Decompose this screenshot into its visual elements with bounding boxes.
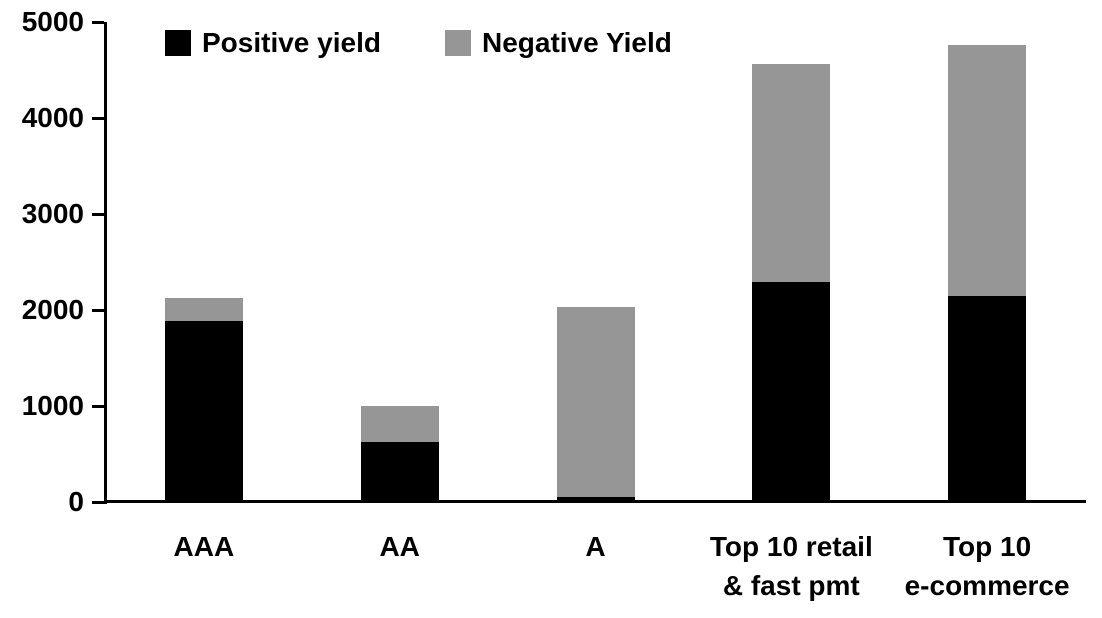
y-tick (92, 20, 104, 24)
y-tick-label: 3000 (21, 198, 84, 229)
chart-legend: Positive yield Negative Yield (165, 24, 672, 62)
y-tick-label: 4000 (21, 102, 84, 133)
x-axis-label: Top 10 e-commerce (872, 527, 1102, 605)
x-axis-label-line: AAA (173, 531, 235, 562)
legend-label: Positive yield (202, 27, 381, 58)
x-axis-label: AAA (89, 527, 319, 566)
bar-segment-positive (165, 320, 243, 502)
y-tick (92, 308, 104, 312)
x-axis-label-line: Top 10 retail (709, 531, 873, 562)
x-axis-label: AA (285, 527, 515, 566)
bar-segment-negative (361, 406, 439, 443)
legend-item: Positive yield (165, 24, 381, 62)
x-axis-label-line: & fast pmt (722, 570, 860, 601)
x-axis-label-line: e-commerce (904, 570, 1070, 601)
y-tick (92, 116, 104, 120)
y-tick (92, 212, 104, 216)
y-tick-label: 5000 (21, 6, 84, 37)
legend-swatch-negative (444, 30, 471, 56)
y-tick (92, 404, 104, 408)
y-tick-label: 2000 (21, 294, 84, 325)
bar-segment-positive (752, 282, 830, 502)
y-axis (104, 22, 107, 504)
legend-swatch-positive (165, 30, 191, 56)
y-tick-label: 0 (68, 486, 84, 517)
bar-segment-negative (165, 297, 243, 321)
y-tick-label: 1000 (21, 390, 84, 421)
bar-segment-negative (948, 45, 1026, 296)
x-axis-label-line: A (585, 531, 606, 562)
bar-segment-positive (361, 442, 439, 502)
x-axis-label: A (481, 527, 711, 566)
y-tick (92, 500, 104, 504)
x-axis-label-line: AA (379, 531, 420, 562)
legend-label: Negative Yield (481, 27, 672, 58)
x-axis-label: Top 10 retail & fast pmt (676, 527, 906, 605)
bar-segment-positive (948, 295, 1026, 502)
legend-item: Negative Yield (444, 24, 672, 62)
bar-segment-negative (752, 64, 830, 283)
bar-segment-positive (557, 497, 635, 502)
bar-segment-negative (557, 307, 635, 498)
x-axis-label-line: Top 10 (943, 531, 1032, 562)
